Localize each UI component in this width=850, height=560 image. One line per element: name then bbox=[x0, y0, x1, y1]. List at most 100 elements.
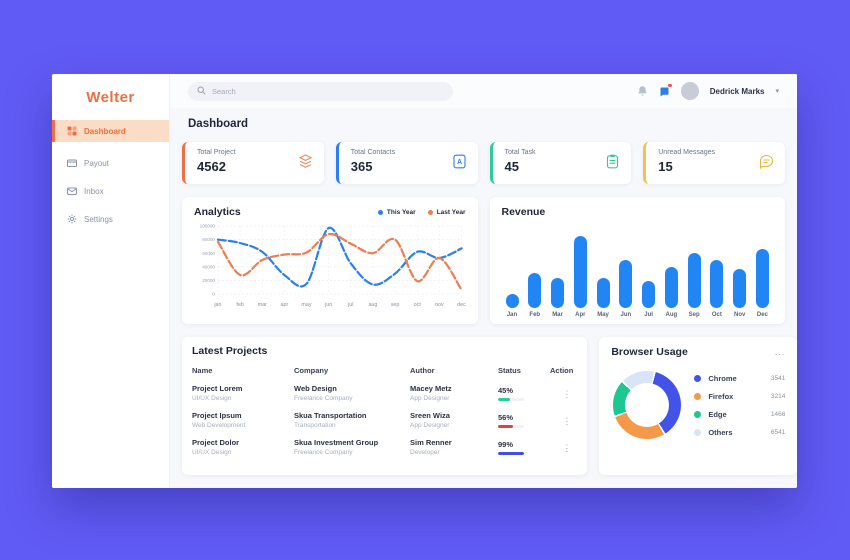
legend-dot bbox=[377, 209, 383, 215]
svg-text:jul: jul bbox=[347, 302, 353, 308]
col-author: Author bbox=[410, 366, 435, 375]
browser-usage-panel: Browser Usage ... Chrome 3541 Firefox 3214… bbox=[599, 337, 797, 475]
col-status: Status bbox=[498, 366, 521, 375]
col-company: Company bbox=[294, 366, 329, 375]
legend-edge: Edge 1466 bbox=[694, 410, 785, 419]
user-name: Dedrick Marks bbox=[709, 86, 765, 96]
stat-label: Unread Messages bbox=[658, 149, 716, 156]
svg-text:nov: nov bbox=[435, 302, 444, 308]
bell-icon[interactable] bbox=[637, 85, 648, 97]
analytics-line-chart: 0 20000 40000 60000 80000 100000 jan feb mar apr m… bbox=[200, 224, 466, 308]
svg-text:40000: 40000 bbox=[202, 264, 215, 269]
content: Dashboard Total Project 4562 Total Conta… bbox=[170, 108, 797, 475]
sidebar-item-label: Payout bbox=[84, 158, 109, 168]
svg-text:feb: feb bbox=[236, 302, 243, 308]
gear-icon bbox=[67, 214, 77, 224]
analytics-legend: This Year Last Year bbox=[377, 209, 466, 216]
revenue-month-label: Dec bbox=[756, 312, 768, 318]
topbar: Dedrick Marks ▾ bbox=[170, 74, 797, 108]
revenue-bar: Feb bbox=[528, 222, 542, 318]
revenue-month-label: Apr bbox=[575, 312, 586, 318]
revenue-month-label: Oct bbox=[711, 312, 722, 318]
sidebar-item-label: Inbox bbox=[84, 186, 104, 196]
legend-firefox: Firefox 3214 bbox=[694, 392, 785, 401]
author-role: App Designer bbox=[410, 422, 450, 429]
revenue-month-label: Mar bbox=[552, 312, 563, 318]
browser-donut-chart bbox=[613, 371, 682, 439]
status-percent: 99% bbox=[498, 439, 514, 449]
sidebar-item-dashboard[interactable]: Dashboard bbox=[52, 120, 169, 142]
legend-last-year[interactable]: Last Year bbox=[427, 209, 466, 216]
legend-this-year[interactable]: This Year bbox=[377, 209, 416, 216]
revenue-panel: Revenue Jan Feb Mar Apr May Jun Jul Aug Sep Oct No… bbox=[489, 197, 785, 324]
svg-text:100000: 100000 bbox=[200, 224, 216, 229]
col-action: Action bbox=[550, 366, 574, 375]
revenue-month-label: Nov bbox=[733, 312, 746, 318]
stat-value: 45 bbox=[504, 159, 519, 174]
avatar[interactable] bbox=[680, 82, 699, 100]
search-input[interactable] bbox=[212, 86, 444, 96]
stat-value: 4562 bbox=[197, 159, 226, 174]
legend-others: Others 6541 bbox=[694, 428, 785, 437]
sidebar-item-label: Settings bbox=[84, 214, 113, 224]
kebab-menu-icon[interactable]: ⋮ bbox=[562, 389, 572, 399]
kebab-menu-icon[interactable]: ⋮ bbox=[562, 443, 572, 453]
sidebar-item-payout[interactable]: Payout bbox=[52, 152, 169, 174]
stat-label: Total Project bbox=[197, 149, 236, 156]
dashboard-window: Welter Dashboard Payout Inbox Settings bbox=[52, 74, 797, 488]
revenue-month-label: Jun bbox=[620, 312, 632, 318]
status-percent: 45% bbox=[498, 385, 514, 395]
messages-icon[interactable] bbox=[659, 83, 672, 97]
layers-icon bbox=[297, 153, 314, 184]
notification-dot bbox=[668, 83, 672, 87]
svg-text:mar: mar bbox=[258, 302, 267, 308]
ellipsis-menu-icon[interactable]: ... bbox=[774, 346, 786, 357]
project-name: Project Lorem bbox=[192, 384, 243, 393]
stat-card-total-task[interactable]: Total Task 45 bbox=[489, 142, 632, 184]
bottom-row: Latest Projects Name Company Author Stat… bbox=[182, 337, 797, 475]
company-name: Skua Investment Group bbox=[294, 438, 379, 447]
brand-logo: Welter bbox=[86, 88, 135, 106]
company-type: Transportation bbox=[294, 422, 336, 429]
revenue-bar-chart: Jan Feb Mar Apr May Jun Jul Aug Sep Oct Nov Dec bbox=[502, 222, 774, 318]
stat-card-total-project[interactable]: Total Project 4562 bbox=[182, 142, 324, 184]
stat-value: 365 bbox=[350, 159, 373, 174]
revenue-month-label: Aug bbox=[665, 312, 678, 318]
table-row: Project Ipsum Web Development Skua Transp… bbox=[192, 411, 577, 429]
contact-book-icon: A bbox=[451, 153, 468, 184]
stat-label: Total Contacts bbox=[350, 149, 396, 156]
stat-value: 15 bbox=[658, 159, 673, 174]
projects-title: Latest Projects bbox=[192, 345, 268, 357]
sidebar-item-settings[interactable]: Settings bbox=[52, 208, 169, 230]
sidebar-item-inbox[interactable]: Inbox bbox=[52, 180, 169, 202]
legend-chrome: Chrome 3541 bbox=[694, 374, 785, 383]
chat-icon bbox=[758, 153, 775, 184]
chevron-down-icon[interactable]: ▾ bbox=[775, 88, 779, 95]
search-bar[interactable] bbox=[188, 81, 453, 101]
progress-bar bbox=[498, 424, 524, 428]
table-row: Project Lorem UI/UX Design Web Design Free… bbox=[192, 384, 577, 402]
kebab-menu-icon[interactable]: ⋮ bbox=[562, 416, 572, 426]
revenue-bar: Apr bbox=[573, 222, 587, 318]
revenue-bar: Sep bbox=[687, 222, 701, 318]
author-name: Macey Metz bbox=[410, 384, 452, 393]
sidebar-item-label: Dashboard bbox=[84, 126, 126, 136]
main-area: Dedrick Marks ▾ Dashboard Total Project … bbox=[170, 74, 797, 488]
table-row: Project Dolor UI/UX Design Skua Investmen… bbox=[192, 438, 577, 456]
svg-text:apr: apr bbox=[280, 302, 288, 308]
company-name: Skua Transportation bbox=[294, 411, 367, 420]
revenue-bar: Mar bbox=[551, 222, 565, 318]
revenue-bar: Oct bbox=[710, 222, 724, 318]
revenue-month-label: Feb bbox=[529, 312, 541, 318]
search-icon bbox=[197, 82, 206, 100]
stat-card-unread-messages[interactable]: Unread Messages 15 bbox=[643, 142, 785, 184]
svg-text:may: may bbox=[301, 302, 311, 308]
company-name: Web Design bbox=[294, 384, 337, 393]
svg-text:aug: aug bbox=[368, 302, 377, 308]
legend-dot bbox=[427, 209, 433, 215]
company-type: Freelance Company bbox=[294, 449, 353, 456]
svg-text:A: A bbox=[456, 159, 461, 166]
revenue-bar: Aug bbox=[664, 222, 678, 318]
svg-text:0: 0 bbox=[212, 292, 215, 297]
stat-card-total-contacts[interactable]: Total Contacts 365 A bbox=[335, 142, 478, 184]
